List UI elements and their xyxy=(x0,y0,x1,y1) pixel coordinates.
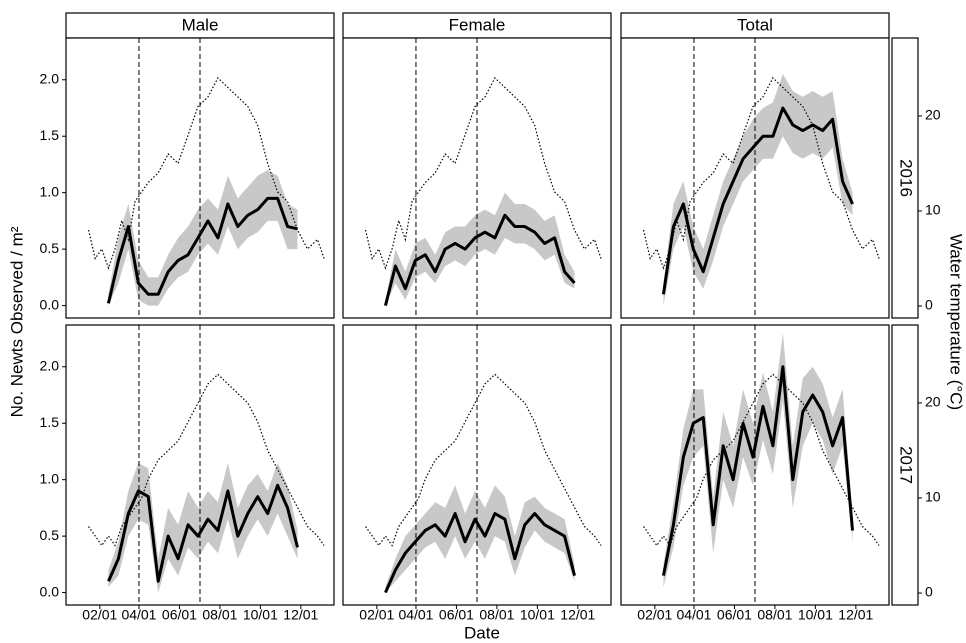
newts-line xyxy=(384,213,576,306)
x-tick-label: 08/01 xyxy=(479,607,514,623)
panel-border xyxy=(342,37,612,319)
temperature-line xyxy=(87,76,325,270)
newts-line xyxy=(384,512,576,594)
y-tick-label: 0.5 xyxy=(40,527,60,543)
x-tick-label: 12/01 xyxy=(838,607,873,623)
x-axis-title: Date xyxy=(464,623,500,642)
panel-border xyxy=(620,324,890,606)
strip-label: Total xyxy=(737,15,773,34)
panel-border xyxy=(65,37,335,319)
strip-label: Female xyxy=(449,15,506,34)
newts-line xyxy=(107,483,299,583)
y-tick-label: 1.5 xyxy=(40,414,60,430)
y2-tick-label: 20 xyxy=(925,107,941,123)
strip-label: 2016 xyxy=(897,159,916,197)
y2-tick-label: 0 xyxy=(925,584,933,600)
y-tick-label: 1.0 xyxy=(40,183,60,199)
y2-tick-label: 20 xyxy=(925,394,941,410)
strip-label: Male xyxy=(182,15,219,34)
x-tick-label: 04/01 xyxy=(398,607,433,623)
temperature-line xyxy=(365,373,602,547)
x-tick-label: 12/01 xyxy=(283,607,318,623)
confidence-band xyxy=(108,170,298,306)
y-tick-label: 1.0 xyxy=(40,470,60,486)
y-tick-label: 2.0 xyxy=(40,70,60,86)
panel-border xyxy=(620,37,890,319)
x-tick-label: 02/01 xyxy=(359,607,394,623)
newts-line xyxy=(106,196,298,304)
x-tick-label: 12/01 xyxy=(560,607,595,623)
x-tick-label: 08/01 xyxy=(757,607,792,623)
y-tick-label: 0.0 xyxy=(40,296,60,312)
strip xyxy=(65,12,335,39)
x-tick-label: 10/01 xyxy=(520,607,555,623)
x-tick-label: 04/01 xyxy=(676,607,711,623)
y2-tick-label: 0 xyxy=(925,297,933,313)
temperature-line xyxy=(88,373,325,547)
temperature-line xyxy=(364,76,602,270)
panel-border xyxy=(65,324,335,606)
y-tick-label: 0.0 xyxy=(40,583,60,599)
x-tick-label: 06/01 xyxy=(717,607,752,623)
x-tick-label: 08/01 xyxy=(202,607,237,623)
strip-label: 2017 xyxy=(897,446,916,484)
confidence-band xyxy=(385,192,575,306)
y-tick-label: 1.5 xyxy=(40,127,60,143)
y-axis-title: No. Newts Observed / m² xyxy=(7,226,26,417)
y2-axis-title: Water temperature (°C) xyxy=(947,234,966,410)
x-tick-label: 04/01 xyxy=(121,607,156,623)
x-tick-label: 10/01 xyxy=(243,607,278,623)
x-tick-label: 02/01 xyxy=(82,607,117,623)
y-tick-label: 0.5 xyxy=(40,240,60,256)
x-tick-label: 06/01 xyxy=(162,607,197,623)
temperature-line xyxy=(643,373,880,547)
newts-line xyxy=(661,365,855,576)
strip xyxy=(342,12,612,39)
x-tick-label: 10/01 xyxy=(798,607,833,623)
x-tick-label: 06/01 xyxy=(439,607,474,623)
newts-line xyxy=(661,106,854,295)
y-tick-label: 2.0 xyxy=(40,357,60,373)
strip xyxy=(891,37,919,319)
confidence-band xyxy=(385,485,575,593)
strip xyxy=(891,324,919,606)
x-tick-label: 02/01 xyxy=(637,607,672,623)
panel-border xyxy=(342,324,612,606)
y2-tick-label: 10 xyxy=(925,202,941,218)
y2-tick-label: 10 xyxy=(925,489,941,505)
confidence-band xyxy=(663,332,853,587)
